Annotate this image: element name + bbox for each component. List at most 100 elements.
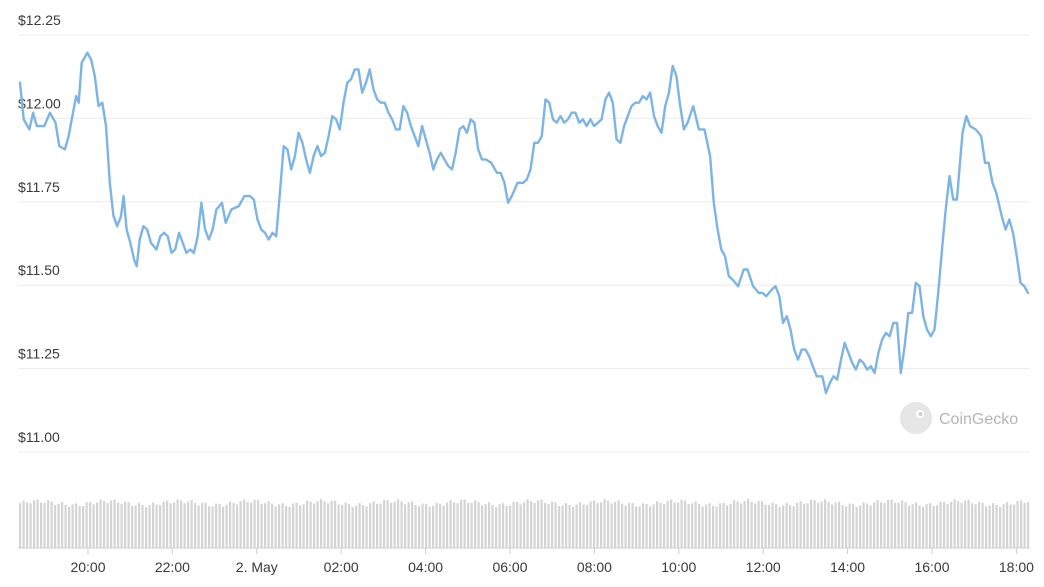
volume-bar [425,503,428,548]
volume-bar [775,504,778,548]
volume-bar [57,503,60,548]
volume-bar [26,502,29,548]
volume-bar [1002,504,1005,548]
volume-bar [589,501,592,548]
volume-bar [477,501,480,548]
volume-bar [715,506,718,548]
volume-bar [533,503,536,548]
volume-bar [694,501,697,548]
volume-bar [631,502,634,548]
volume-bar [624,505,627,548]
volume-bar [617,500,620,548]
volume-bar [428,506,431,548]
volume-bar [862,502,865,548]
volume-bar [722,502,725,548]
volume-bar [855,506,858,548]
volume-bar [495,507,498,548]
volume-bar [369,503,372,548]
volume-bar [85,502,88,548]
volume-bar [607,500,610,548]
volume-bar [96,502,99,548]
volume-bar [439,503,442,548]
volume-bar [901,500,904,548]
volume-bar [925,504,928,548]
volume-bar [621,503,624,548]
volume-bar [820,501,823,548]
volume-bar [292,503,295,548]
volume-bar [729,503,732,548]
volume-bar [362,505,365,548]
volume-bar [435,502,438,548]
volume-bar [502,503,505,548]
volume-bar [400,501,403,548]
volume-bar [243,499,246,548]
volume-bar [873,502,876,548]
volume-bar [166,500,169,548]
volume-bar [936,505,939,548]
volume-bar [656,501,659,548]
volume-bar [736,501,739,548]
volume-bar [113,499,116,548]
volume-bar [894,502,897,548]
volume-bar [239,501,242,548]
volume-bar [271,503,274,548]
volume-bar [796,502,799,548]
volume-bar [379,503,382,548]
volume-bar [866,503,869,548]
volume-bars [19,499,1030,548]
volume-bar [1006,502,1009,548]
volume-bar [771,502,774,548]
volume-bar [393,501,396,548]
volume-bar [103,501,106,548]
volume-bar [600,502,603,548]
volume-bar [887,499,890,548]
volume-bar [68,507,71,548]
volume-bar [890,499,893,548]
volume-bar [344,502,347,548]
volume-bar [453,502,456,548]
volume-bar [684,500,687,548]
volume-bar [995,504,998,548]
volume-bar [915,502,918,548]
volume-bar [985,506,988,548]
volume-bar [883,503,886,548]
volume-bar [827,501,830,548]
volume-bar [218,504,221,548]
volume-bar [19,503,22,548]
volume-bar [397,499,400,548]
volume-bar [176,499,179,548]
volume-bar [358,503,361,548]
volume-bar [754,503,757,548]
volume-bar [99,499,102,548]
volume-bar [22,500,25,548]
volume-bar [61,502,64,548]
volume-bar [180,500,183,548]
volume-bar [806,503,809,548]
volume-bar [845,506,848,548]
x-tick-label: 08:00 [577,559,612,575]
volume-bar [761,501,764,548]
volume-bar [946,504,949,548]
volume-bar [169,503,172,548]
volume-bar [334,500,337,548]
price-line [18,51,1030,395]
y-axis: $11.00 $11.25 $11.50 $11.75 $12.00 $12.25 [18,12,61,445]
volume-bar [33,500,36,548]
volume-bar [208,506,211,548]
volume-bar [187,501,190,548]
volume-bar [78,506,81,548]
volume-bar [950,502,953,548]
volume-bar [596,503,599,548]
volume-bar [54,504,57,548]
volume-bar [232,503,235,548]
volume-bar [572,507,575,548]
volume-bar [852,503,855,548]
volume-bar [698,503,701,548]
volume-bar [663,504,666,548]
volume-bar [911,504,914,548]
volume-bar [792,506,795,548]
volume-bar [484,504,487,548]
volume-bar [204,502,207,548]
volume-bar [939,501,942,548]
volume-bar [71,504,74,548]
